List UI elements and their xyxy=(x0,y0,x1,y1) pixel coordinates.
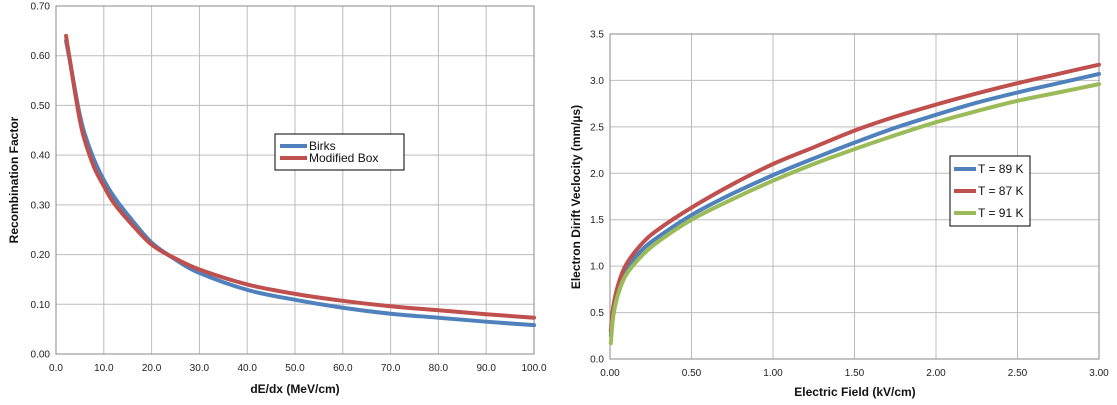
right-y-tick-0: 0.0 xyxy=(590,355,604,366)
left-x-tick-4: 40.0 xyxy=(237,363,257,374)
left-x-tick-0: 0.0 xyxy=(49,363,63,374)
right-x-tick-labels: 0.00 0.50 1.00 1.50 2.00 2.50 3.00 xyxy=(600,368,1109,379)
left-x-tick-1: 10.0 xyxy=(94,363,114,374)
right-x-tick-1: 0.50 xyxy=(682,368,702,379)
right-x-tick-2: 1.00 xyxy=(763,368,783,379)
right-y-tick-labels: 0.0 0.5 1.0 1.5 2.0 2.5 3.0 3.5 xyxy=(590,30,604,366)
left-series-line-birks xyxy=(64,38,536,328)
left-series-line-modified-box xyxy=(64,33,536,320)
right-y-tick-5: 2.5 xyxy=(590,122,604,133)
left-y-axis-title: Recombination Factor xyxy=(7,116,21,243)
legend-label-t91: T = 91 K xyxy=(978,206,1023,220)
right-x-tick-6: 3.00 xyxy=(1089,368,1109,379)
left-y-tick-3: 0.30 xyxy=(31,200,51,211)
left-legend: Birks Modified Box xyxy=(274,133,405,171)
left-y-tick-2: 0.20 xyxy=(31,250,51,261)
left-x-tick-8: 80.0 xyxy=(429,363,449,374)
right-x-tick-5: 2.50 xyxy=(1008,368,1028,379)
right-y-tick-7: 3.5 xyxy=(590,30,604,41)
right-y-tick-2: 1.0 xyxy=(590,262,604,273)
left-y-tick-6: 0.60 xyxy=(31,51,51,62)
right-plot-frame xyxy=(609,33,1100,360)
left-y-tick-4: 0.40 xyxy=(31,151,51,162)
left-x-tick-5: 50.0 xyxy=(285,363,305,374)
right-y-tick-4: 2.0 xyxy=(590,169,604,180)
left-y-tick-5: 0.50 xyxy=(31,101,51,112)
right-y-tick-1: 0.5 xyxy=(590,308,604,319)
legend-label-modified-box: Modified Box xyxy=(309,151,378,165)
right-y-axis-title: Electron Dirift Veclocity (mm/µs) xyxy=(569,105,583,289)
legend-label-t89: T = 89 K xyxy=(978,162,1023,176)
left-y-tick-labels: 0.00 0.10 0.20 0.30 0.40 0.50 0.60 0.70 xyxy=(31,2,51,361)
left-y-tick-1: 0.10 xyxy=(31,300,51,311)
right-y-tick-3: 1.5 xyxy=(590,215,604,226)
left-x-tick-2: 20.0 xyxy=(142,363,162,374)
left-y-tick-0: 0.00 xyxy=(31,350,51,361)
right-series-lines xyxy=(608,62,1101,346)
legend-label-birks: Birks xyxy=(309,139,336,153)
left-x-tick-9: 90.0 xyxy=(476,363,496,374)
right-x-tick-0: 0.00 xyxy=(600,368,620,379)
left-y-tick-7: 0.70 xyxy=(31,2,51,13)
right-series-line-t-91-k xyxy=(608,82,1101,346)
left-x-tick-6: 60.0 xyxy=(333,363,353,374)
left-plot-frame xyxy=(55,5,535,355)
right-legend: T = 89 K T = 87 K T = 91 K xyxy=(949,155,1031,227)
right-x-tick-4: 2.00 xyxy=(926,368,946,379)
right-chart: 0.0 0.5 1.0 1.5 2.0 2.5 3.0 3.5 0.00 0.50 1.00 1.5… xyxy=(569,30,1109,400)
left-x-tick-labels: 0.0 10.0 20.0 30.0 40.0 50.0 60.0 70.0 80.0 90.0 1… xyxy=(49,363,547,374)
right-series-line-t-87-k xyxy=(608,62,1101,334)
left-legend-box xyxy=(274,133,405,171)
right-y-tick-6: 3.0 xyxy=(590,76,604,87)
left-x-tick-7: 70.0 xyxy=(381,363,401,374)
left-x-tick-3: 30.0 xyxy=(190,363,210,374)
right-x-axis-title: Electric Field (kV/cm) xyxy=(794,385,915,399)
right-x-tick-3: 1.50 xyxy=(845,368,865,379)
legend-label-t87: T = 87 K xyxy=(978,184,1023,198)
left-series-lines xyxy=(64,33,536,328)
left-chart: 0.00 0.10 0.20 0.30 0.40 0.50 0.60 0.70 0.0 10.0… xyxy=(7,2,547,397)
left-x-axis-title: dE/dx (MeV/cm) xyxy=(250,382,339,396)
left-x-tick-10: 100.0 xyxy=(521,363,546,374)
